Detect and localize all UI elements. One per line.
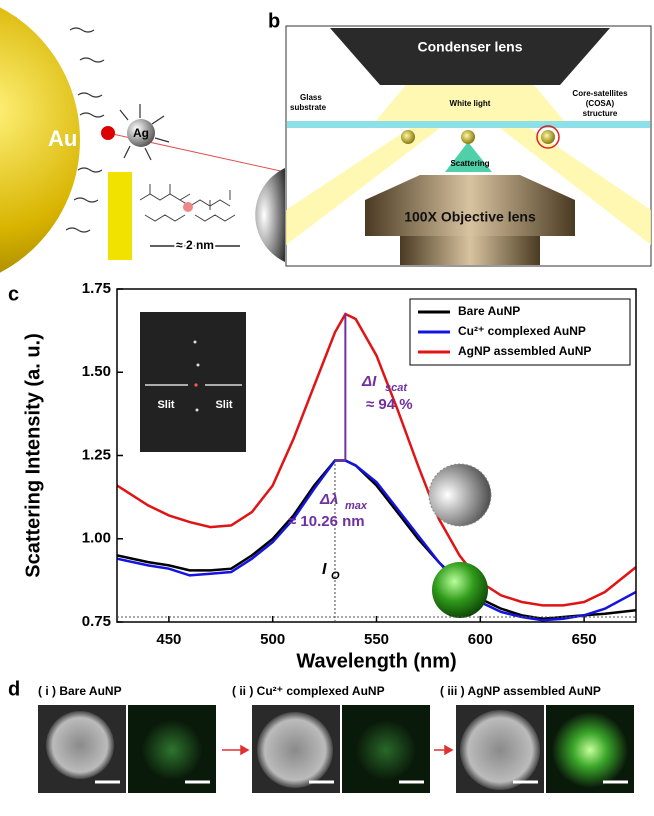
legend-label: Bare AuNP: [458, 304, 520, 318]
x-tick-label: 500: [260, 631, 285, 648]
caption: ( ii ) Cu²⁺ complexed AuNP: [232, 684, 385, 698]
inset-image: [140, 312, 246, 452]
annotation: I: [322, 561, 327, 578]
y-tick-label: 0.75: [82, 613, 111, 630]
objective-label: 100X Objective lens: [404, 209, 536, 225]
particle: [401, 130, 415, 144]
annotation: ≈ 10.26 nm: [288, 513, 365, 530]
annotation: O: [331, 570, 340, 582]
annotation: scat: [385, 382, 408, 394]
panel-label: b: [268, 10, 280, 32]
legend-label: AgNP assembled AuNP: [458, 344, 591, 358]
y-tick-label: 1.00: [82, 530, 111, 547]
x-tick-label: 550: [364, 631, 389, 648]
condenser-label: Condenser lens: [417, 39, 522, 55]
particle: [541, 130, 555, 144]
glass-substrate: [287, 121, 650, 128]
distance-label: ≈ 2 nm: [176, 238, 214, 252]
au-label: Au: [48, 126, 77, 151]
glass-label: Glass: [300, 93, 322, 102]
legend-label: Cu²⁺ complexed AuNP: [458, 324, 586, 338]
cosa-sphere: [429, 464, 491, 526]
slit-label: Slit: [215, 399, 232, 411]
slit-label: Slit: [157, 399, 174, 411]
figure: a Au Ag ≈ 2 nm b Condenser lens Glass su…: [0, 0, 654, 816]
panel-label: d: [8, 678, 20, 700]
y-tick-label: 1.50: [82, 363, 111, 380]
cosa-label: Core-satellites: [572, 89, 628, 98]
ag-label: Ag: [133, 126, 149, 140]
annotation: ΔI: [361, 373, 377, 390]
annotation: ≈ 94 %: [366, 396, 413, 413]
y-axis-label: Scattering Intensity (a. u.): [22, 333, 44, 577]
annotation: max: [345, 500, 368, 512]
particle: [461, 130, 475, 144]
panel-label: c: [8, 283, 19, 305]
au-surface: [108, 172, 132, 260]
x-tick-label: 650: [572, 631, 597, 648]
inset-spot: [194, 383, 197, 386]
ag-surface: [255, 168, 285, 262]
cosa-label: (COSA): [586, 99, 615, 108]
glass-label: substrate: [290, 103, 327, 112]
green-sphere: [432, 562, 488, 618]
objective-barrel: [400, 236, 540, 265]
x-tick-label: 450: [156, 631, 181, 648]
micrographs: [38, 705, 634, 793]
caption: ( i ) Bare AuNP: [38, 684, 122, 698]
x-tick-label: 600: [468, 631, 493, 648]
annotation: Δλ: [319, 491, 338, 508]
y-tick-label: 1.25: [82, 446, 111, 463]
cu-ion: [101, 126, 115, 140]
cu-center: [183, 202, 193, 212]
white-light-label: White light: [450, 99, 491, 108]
caption: ( iii ) AgNP assembled AuNP: [440, 684, 601, 698]
plot: 450 500 550 600 650 0.75 1.00 1.25 1.50 1.75 Wavel…: [22, 280, 636, 672]
y-tick-label: 1.75: [82, 280, 111, 297]
cosa-label: structure: [583, 109, 618, 118]
scattering-label: Scattering: [450, 159, 489, 168]
series-line: [117, 461, 636, 619]
x-axis-label: Wavelength (nm): [296, 650, 456, 672]
